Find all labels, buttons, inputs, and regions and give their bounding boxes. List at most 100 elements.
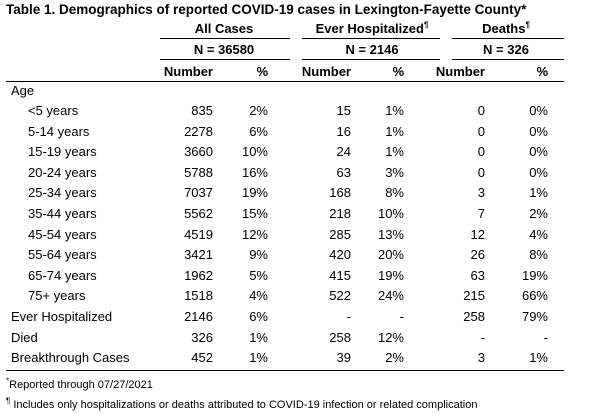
table-cell: 2% — [529, 206, 548, 221]
column-group-n: N = 326 — [483, 42, 529, 57]
table-cell: 415 — [329, 267, 351, 283]
column-group-label: All Cases — [194, 21, 254, 36]
table-cell: 1518 — [184, 288, 213, 304]
table-cell: 3421 — [184, 247, 213, 263]
table-cell: 0 — [477, 164, 485, 180]
column-group-header: Deaths¶ — [426, 19, 586, 39]
column-group-n: N = 36580 — [193, 42, 255, 57]
table-row-label: Breakthrough Cases — [11, 350, 130, 366]
table-cell: 0% — [529, 164, 548, 180]
table-row-label: 25-34 years — [28, 185, 97, 201]
table-cell: 19% — [521, 267, 548, 283]
table-row-label: 20-24 years — [28, 164, 97, 180]
footnote-mark: * — [6, 376, 10, 386]
table-cell: 4% — [529, 226, 548, 242]
table-cell: 12% — [241, 226, 268, 242]
table-cell: 79% — [521, 309, 548, 324]
table-row-label: 35-44 years — [28, 206, 97, 221]
table-cell: 0 — [477, 144, 485, 160]
table-cell: - — [480, 329, 485, 345]
table-cell: 3660 — [184, 144, 213, 160]
section-label-age: Age — [11, 83, 35, 98]
table-cell: 6% — [249, 123, 268, 139]
table-cell: 4% — [249, 288, 268, 304]
table-cell: 2278 — [184, 123, 213, 139]
table-cell: 258 — [329, 329, 351, 345]
table-cell: 9% — [249, 247, 268, 263]
table-cell: 2% — [249, 103, 268, 118]
table-cell: 0 — [477, 103, 485, 118]
table-cell: 285 — [329, 226, 351, 242]
table-cell: 63 — [336, 164, 351, 180]
table-cell: 20% — [377, 247, 404, 263]
table-cell: 12% — [377, 329, 404, 345]
table-cell: 15 — [336, 103, 351, 118]
table-cell: 522 — [329, 288, 351, 304]
table-cell: 24% — [377, 288, 404, 304]
table-cell: 8% — [529, 247, 548, 263]
table-row-label: Died — [11, 329, 38, 345]
table-cell: 5788 — [184, 164, 213, 180]
subheader-pct: % — [256, 64, 268, 79]
group-header-rule — [452, 38, 564, 39]
table-cell: 39 — [336, 350, 351, 366]
column-group-n: N = 2146 — [345, 42, 399, 57]
table-cell: 326 — [191, 329, 213, 345]
column-group-header: Ever Hospitalized¶ — [292, 19, 452, 39]
table-cell: 420 — [329, 247, 351, 263]
table-cell: 63 — [470, 267, 485, 283]
table-cell: 1% — [385, 103, 404, 118]
table-cell: 3 — [477, 350, 485, 366]
table-row-label: 15-19 years — [28, 144, 97, 160]
table-cell: 3% — [385, 164, 404, 180]
group-n-rule — [302, 59, 440, 60]
table-cell: 1% — [385, 123, 404, 139]
table-cell: 215 — [463, 288, 485, 304]
table-row-label: <5 years — [28, 103, 79, 118]
table-cell: - — [543, 329, 548, 345]
table-cell: 7 — [477, 206, 485, 221]
table-cell: 168 — [329, 185, 351, 201]
table-cell: 2146 — [184, 309, 213, 324]
footnote-text: Includes only hospitalizations or deaths… — [10, 399, 478, 411]
footnote: *Reported through 07/27/2021 — [6, 375, 153, 395]
table-cell: 5% — [249, 267, 268, 283]
table-row-label: 45-54 years — [28, 226, 97, 242]
group-header-rule — [302, 38, 440, 39]
table-cell: 2% — [385, 350, 404, 366]
table-row-label: 65-74 years — [28, 267, 97, 283]
subheader-pct: % — [536, 64, 548, 79]
table-cell: 258 — [463, 309, 485, 324]
footnote: ¶ Includes only hospitalizations or deat… — [6, 395, 477, 415]
table-cell: 1% — [529, 350, 548, 366]
table-cell: - — [346, 309, 351, 324]
group-header-rule — [160, 38, 290, 39]
table-row-label: 5-14 years — [28, 123, 90, 139]
table-cell: 12 — [470, 226, 485, 242]
table-cell: 8% — [385, 185, 404, 201]
table-cell: 15% — [241, 206, 268, 221]
footnote-mark: ¶ — [6, 396, 11, 406]
column-group-label: Ever Hospitalized — [315, 21, 424, 36]
footnote-mark: ¶ — [525, 20, 530, 30]
table-cell: 16% — [241, 164, 268, 180]
group-n-rule — [160, 59, 290, 60]
subheader-number: Number — [163, 64, 213, 79]
table-cell: 26 — [470, 247, 485, 263]
table-cell: 4519 — [184, 226, 213, 242]
table-cell: 1% — [249, 350, 268, 366]
group-n-rule — [452, 59, 564, 60]
subheader-number: Number — [301, 64, 351, 79]
table-row-label: 75+ years — [28, 288, 86, 304]
table-cell: 19% — [241, 185, 268, 201]
table-cell: 66% — [521, 288, 548, 304]
table-cell: 13% — [377, 226, 404, 242]
table-cell: 452 — [191, 350, 213, 366]
table-cell: 3 — [477, 185, 485, 201]
table-cell: 835 — [191, 103, 213, 118]
footnote-text: Reported through 07/27/2021 — [9, 379, 153, 391]
table-cell: 1% — [529, 185, 548, 201]
table-cell: 0% — [529, 123, 548, 139]
table-cell: 19% — [377, 267, 404, 283]
subheader-pct: % — [392, 64, 404, 79]
